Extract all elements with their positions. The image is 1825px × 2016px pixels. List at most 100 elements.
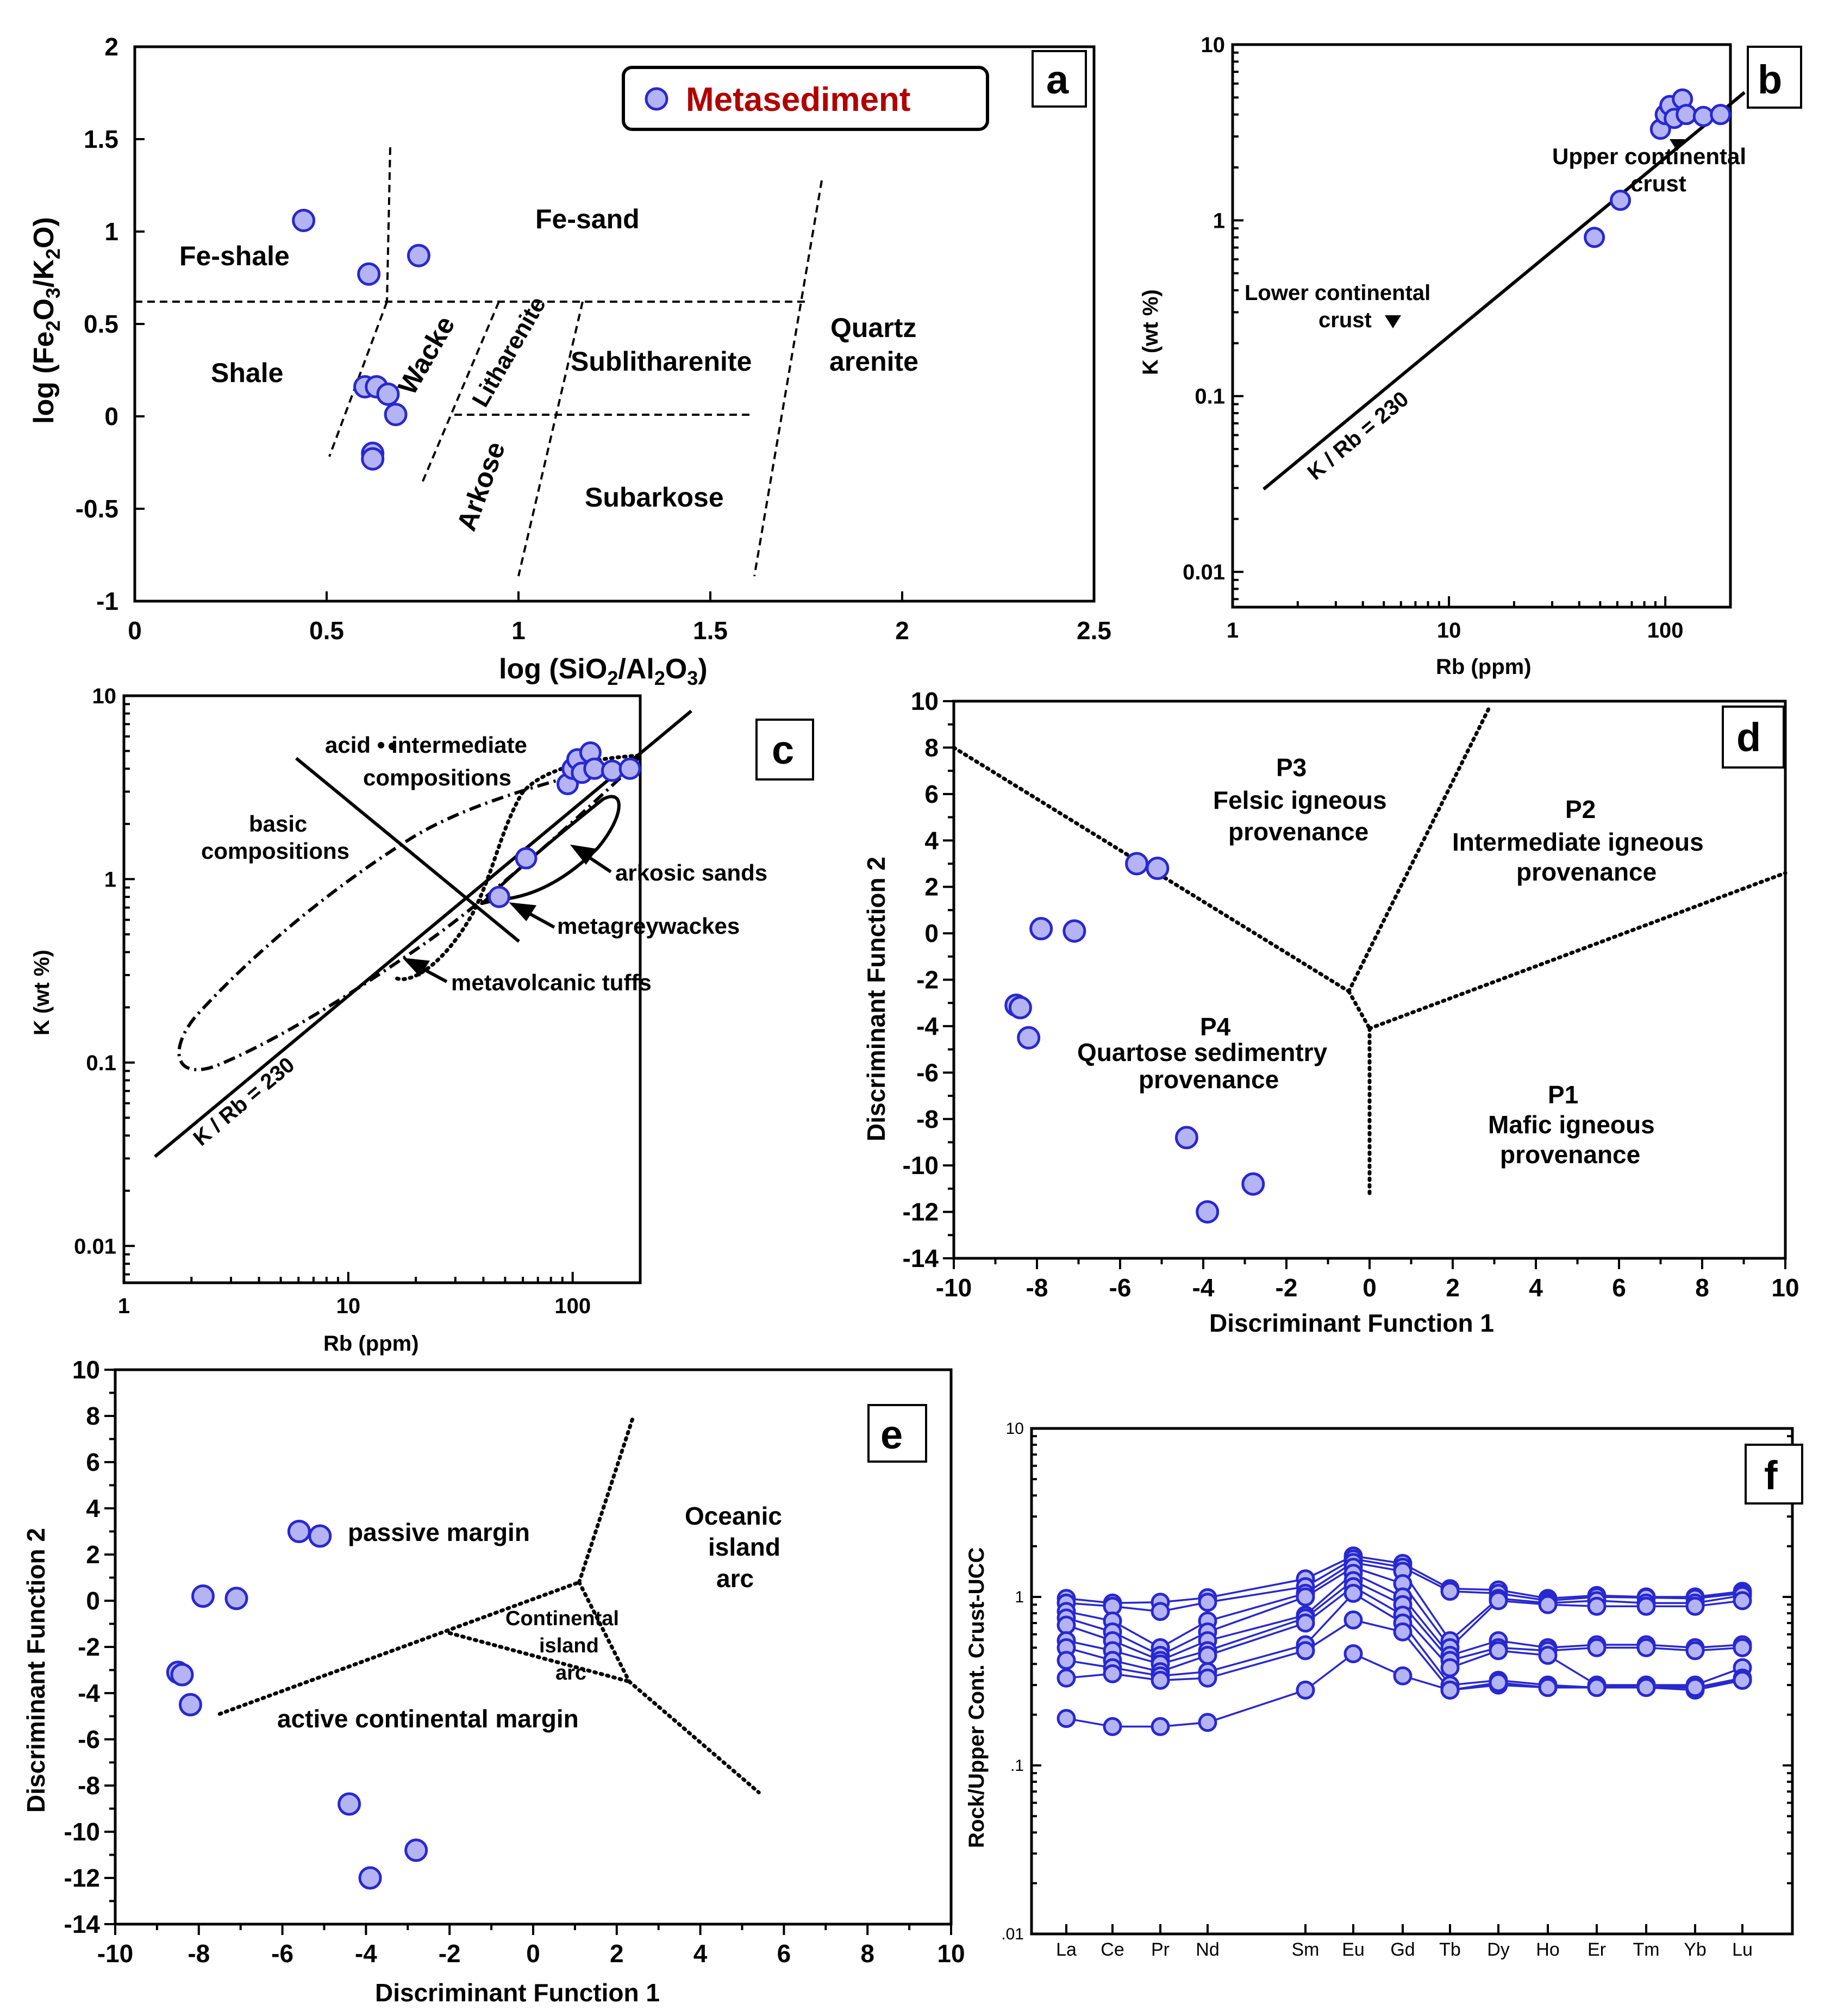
x-tick-label: Pr (1151, 1939, 1170, 1960)
region-label: passive margin (348, 1518, 530, 1546)
panel-f: La Ce Pr Nd Sm Eu Gd Tb Dy Ho Er Tm Yb Lu 10 1 .1 .01 Roc… (965, 1420, 1803, 1960)
y-tick-label: 0.1 (86, 1051, 116, 1075)
data-point (1103, 1717, 1122, 1737)
x-tick-label: -6 (1109, 1274, 1132, 1302)
boundary-line (952, 745, 1351, 994)
data-point (1584, 227, 1605, 248)
y-tick-label: -1 (96, 587, 118, 615)
y-tick-label: 1 (1213, 209, 1225, 233)
annotation: compositions (201, 838, 349, 864)
data-point (1296, 1587, 1315, 1607)
data-point (1151, 1717, 1170, 1737)
panel-f-series (1057, 1546, 1752, 1737)
y-tick-label: -6 (916, 1058, 939, 1087)
x-tick-label: 0.5 (309, 616, 344, 645)
y-tick-label: -0.5 (76, 495, 118, 523)
data-point (1198, 1713, 1217, 1732)
region-label: Felsic igneous (1213, 786, 1387, 814)
y-axis-label: K (wt %) (1139, 289, 1162, 375)
data-point (1685, 1641, 1705, 1661)
x-axis-label: Discriminant Function 1 (1209, 1309, 1494, 1337)
x-tick-label: -2 (439, 1939, 461, 1968)
y-tick-label: -6 (78, 1725, 100, 1753)
region-label: provenance (1228, 817, 1368, 846)
y-tick-label: 1 (104, 867, 116, 891)
y-tick-label: 0 (86, 1587, 100, 1615)
x-tick-label: Ho (1536, 1939, 1559, 1960)
data-point (308, 1524, 332, 1548)
data-point (170, 1663, 194, 1687)
data-point (1198, 1668, 1217, 1688)
data-point (1198, 1593, 1217, 1612)
data-point (1733, 1591, 1752, 1611)
region-label: Continental (505, 1607, 619, 1630)
data-point (1196, 1200, 1220, 1224)
panel-e-points (166, 1520, 428, 1890)
y-tick-label: -10 (64, 1818, 100, 1846)
x-tick-label: 100 (1647, 619, 1684, 642)
data-point (1057, 1615, 1076, 1635)
data-point (1538, 1646, 1558, 1665)
region-label: P4 (1200, 1013, 1231, 1041)
boundary-line (217, 1580, 582, 1716)
data-point (1057, 1709, 1076, 1728)
data-point (292, 209, 316, 233)
data-point (1296, 1680, 1315, 1700)
data-point (1241, 1172, 1265, 1196)
panel-e-boundaries (217, 1414, 761, 1795)
x-tick-label: Tm (1633, 1939, 1659, 1960)
y-axis-label: Rock/Upper Cont. Crust-UCC (965, 1547, 989, 1848)
y-tick-label: 0.01 (74, 1234, 116, 1258)
region-label: P2 (1565, 795, 1596, 823)
y-tick-label: 4 (924, 826, 939, 854)
data-point (1029, 917, 1053, 941)
data-point (1636, 1638, 1656, 1657)
y-tick-label: 10 (92, 684, 117, 708)
panel-label: b (1758, 57, 1782, 102)
y-tick-label: 0 (104, 402, 118, 430)
data-point (404, 1838, 428, 1862)
x-tick-label: Lu (1732, 1939, 1753, 1960)
y-tick-label: -4 (78, 1679, 100, 1707)
data-point (384, 403, 408, 427)
x-tick-label: 2 (610, 1939, 624, 1968)
y-tick-label: 8 (86, 1402, 100, 1430)
data-point (1610, 190, 1632, 211)
y-tick-label: 4 (86, 1494, 100, 1522)
legend: Metasediment (622, 66, 989, 131)
boundary-line (447, 1631, 632, 1684)
boundary-line (1367, 871, 1788, 1031)
annotation: basic (249, 811, 307, 837)
panel-e: -10 -8 -6 -4 -2 0 2 4 6 8 10 -14 -12 -10 -8 -6 -4 -2 0 2 4 6 8… (22, 1356, 965, 2007)
data-point (1017, 1026, 1041, 1050)
panel-d-points (1004, 852, 1265, 1224)
y-tick-label: 0.5 (84, 310, 118, 338)
data-point (376, 382, 400, 406)
region-label: active continental margin (277, 1705, 579, 1733)
data-point (1676, 104, 1697, 126)
y-axis-label: Discriminant Function 2 (862, 857, 890, 1141)
data-point (1057, 1668, 1076, 1688)
region-label: Fe-sand (535, 204, 640, 234)
data-point (515, 847, 538, 870)
panel-a-points (292, 209, 430, 471)
y-tick-label: 0.01 (1183, 560, 1225, 584)
data-point (1296, 1641, 1315, 1661)
x-tick-label: 4 (1529, 1274, 1543, 1302)
data-point (1692, 105, 1714, 127)
x-tick-label: 0 (1362, 1274, 1377, 1302)
panel-label: d (1736, 715, 1761, 760)
panel-label: c (772, 727, 794, 772)
svg-text:log (Fe2O3/K2O): log (Fe2O3/K2O) (28, 217, 64, 424)
data-point (287, 1520, 311, 1543)
x-tick-label: 8 (1695, 1274, 1709, 1302)
x-tick-label: Er (1588, 1939, 1606, 1960)
data-point (1151, 1670, 1170, 1690)
legend-label: Metasediment (686, 81, 910, 118)
x-axis-label: Rb (ppm) (1436, 655, 1532, 679)
x-tick-label: 2 (1446, 1274, 1460, 1302)
region-label: Fe-shale (179, 241, 290, 271)
y-tick-label: -4 (916, 1012, 939, 1040)
lcc-marker (1385, 315, 1401, 328)
